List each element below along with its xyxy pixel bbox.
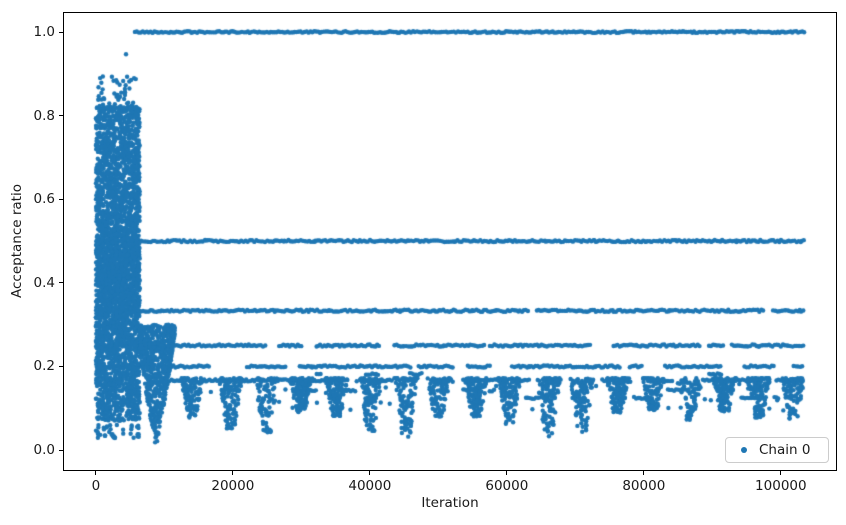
- x-tick: [95, 471, 97, 475]
- x-tick-label: 0: [91, 478, 101, 494]
- legend: Chain 0: [725, 437, 829, 463]
- y-tick: [59, 31, 63, 33]
- x-tick: [780, 471, 782, 475]
- y-tick-label: 0.0: [33, 442, 55, 459]
- x-tick: [232, 471, 234, 475]
- legend-marker-icon: [741, 447, 747, 453]
- x-tick-label: 20000: [211, 478, 255, 494]
- x-tick: [643, 471, 645, 475]
- x-axis-label: Iteration: [421, 495, 479, 511]
- y-tick: [59, 449, 63, 451]
- y-tick: [59, 198, 63, 200]
- x-tick: [506, 471, 508, 475]
- y-tick: [59, 365, 63, 367]
- x-tick: [369, 471, 371, 475]
- x-tick-label: 100000: [755, 478, 807, 494]
- y-tick-label: 0.6: [33, 191, 55, 208]
- legend-label: Chain 0: [759, 442, 811, 458]
- y-tick-label: 1.0: [33, 24, 55, 41]
- x-tick-label: 80000: [622, 478, 666, 494]
- x-tick-label: 60000: [485, 478, 529, 494]
- y-axis-label: Acceptance ratio: [9, 184, 25, 298]
- y-tick: [59, 282, 63, 284]
- y-tick-label: 0.4: [33, 274, 55, 291]
- y-tick: [59, 115, 63, 117]
- y-tick-label: 0.2: [33, 358, 55, 375]
- y-tick-label: 0.8: [33, 107, 55, 124]
- x-tick-label: 40000: [348, 478, 392, 494]
